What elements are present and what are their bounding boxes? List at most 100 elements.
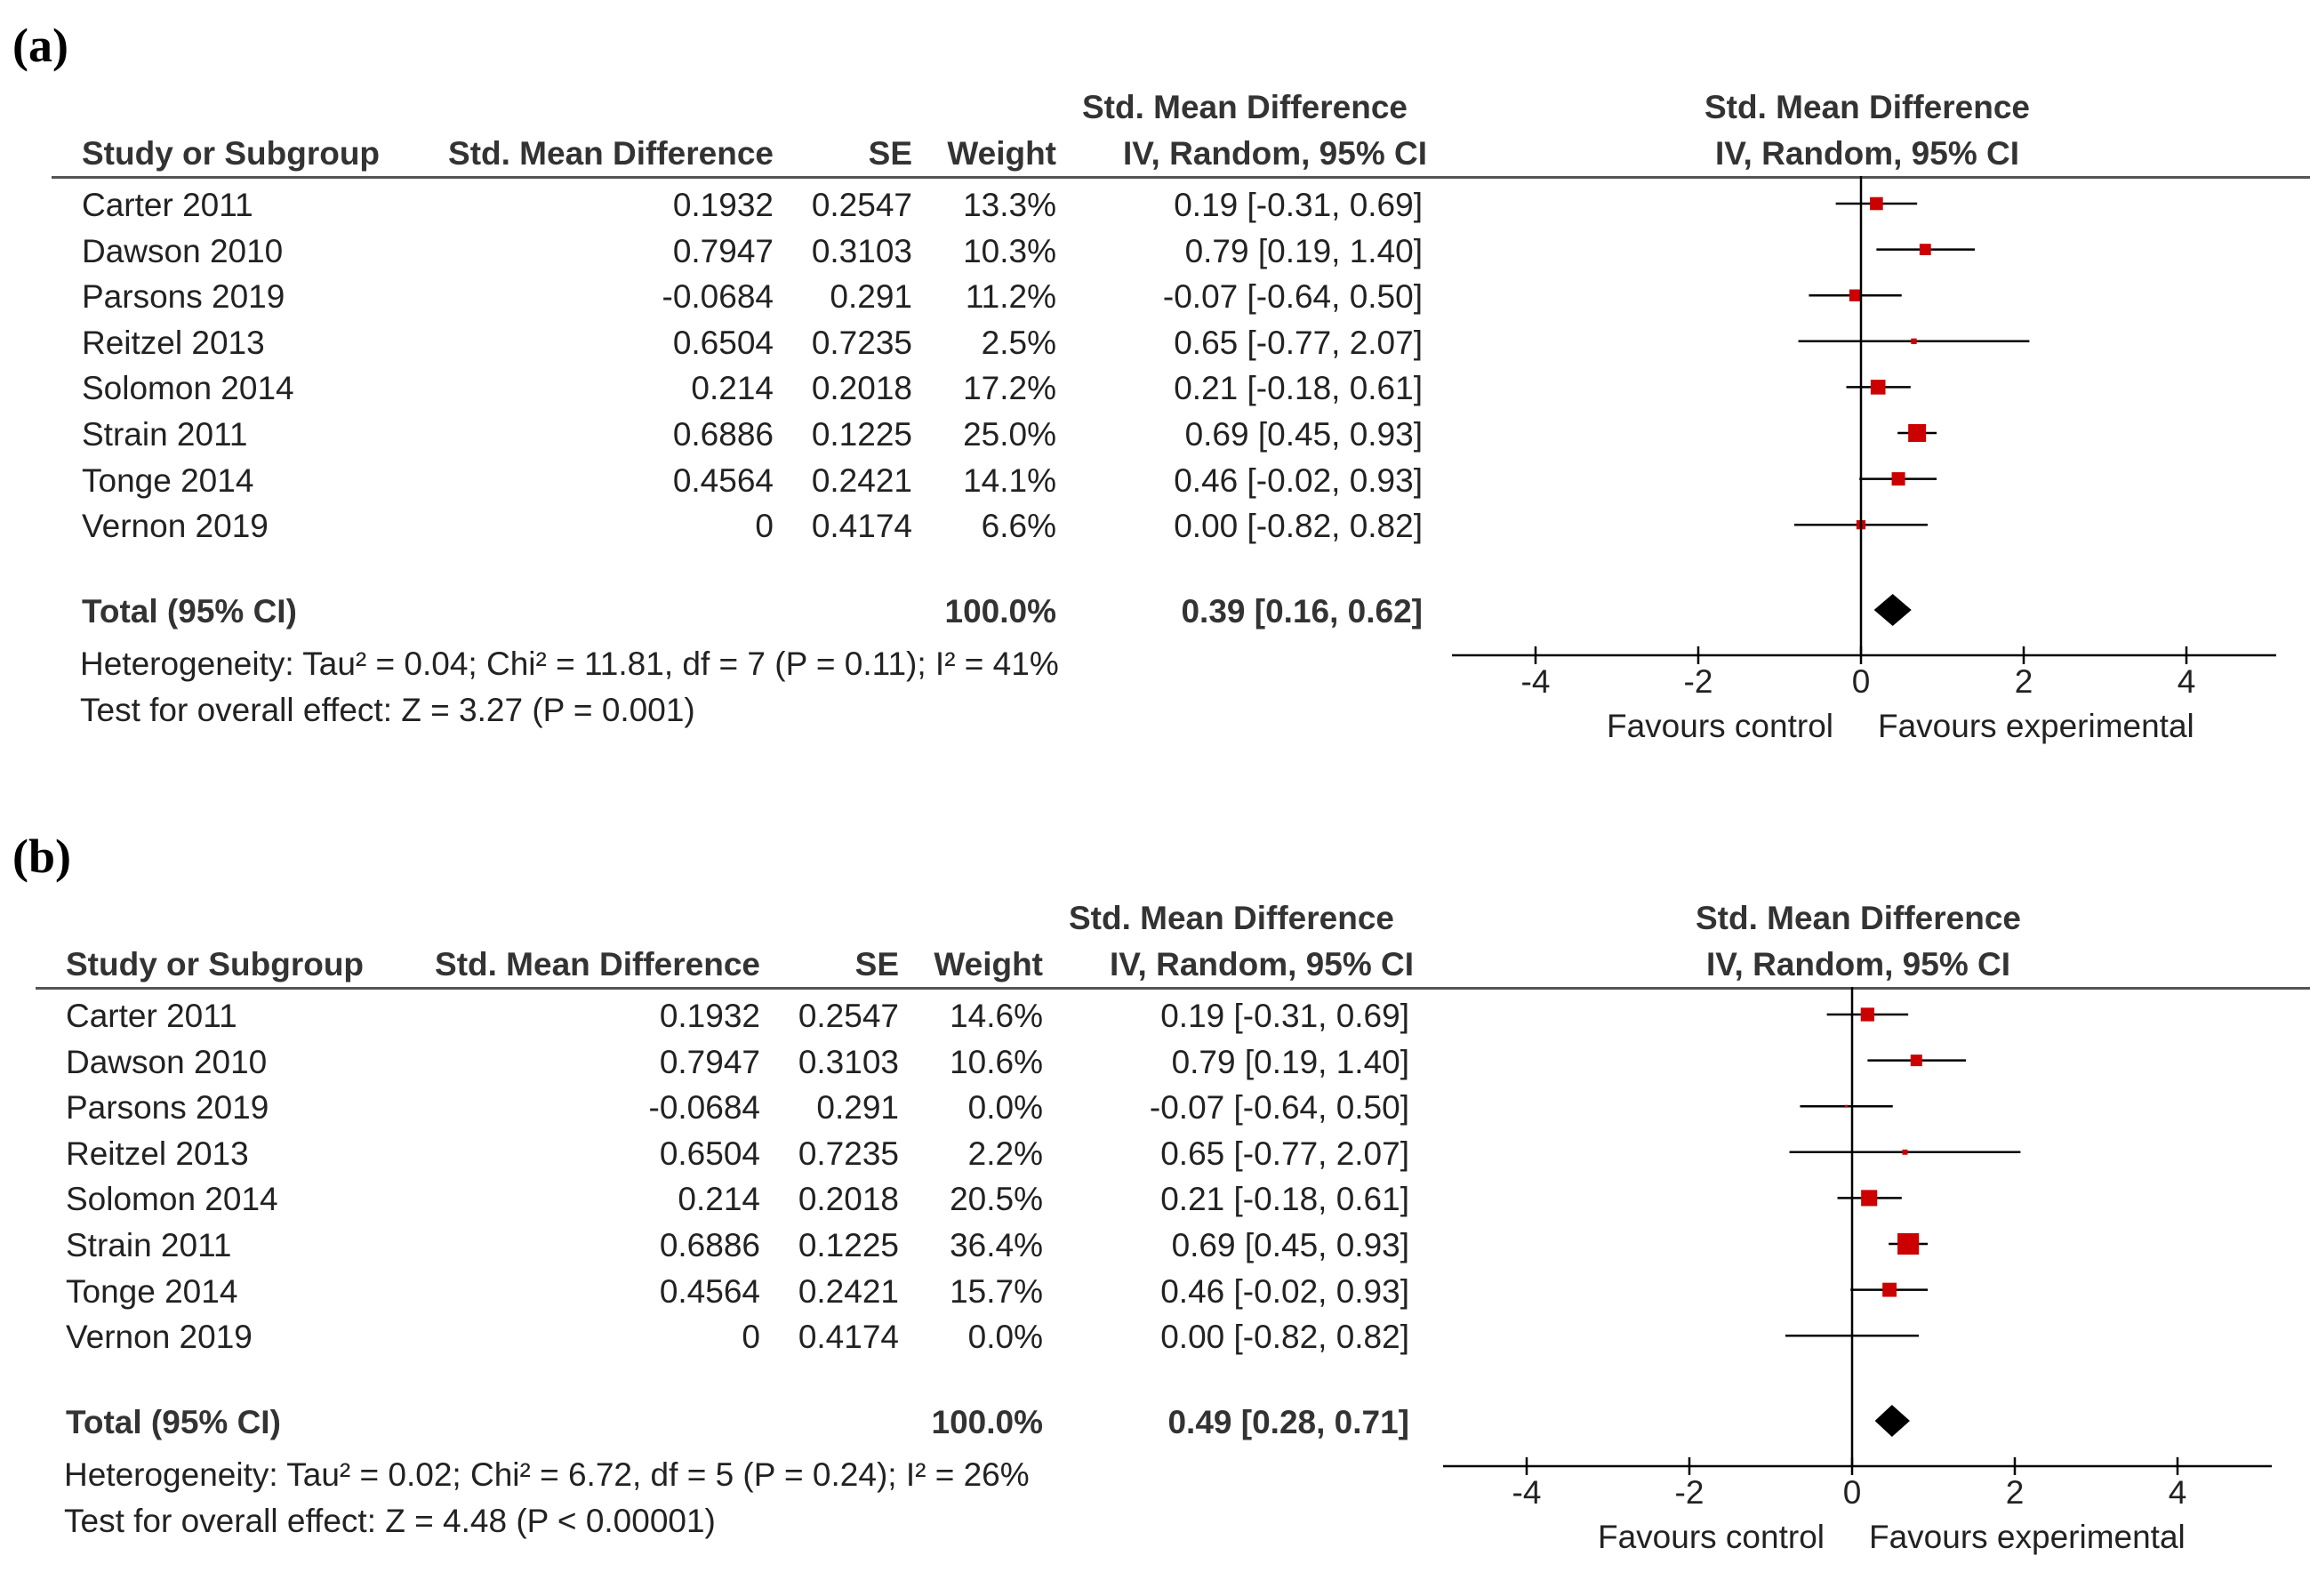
ci-value: 0.19 [-0.31, 0.69] xyxy=(1160,998,1409,1034)
x-tick-label: -2 xyxy=(1684,663,1713,700)
point-estimate-marker xyxy=(1897,1232,1920,1255)
total-ci: 0.39 [0.16, 0.62] xyxy=(1181,593,1423,630)
study-name: Solomon 2014 xyxy=(82,370,294,407)
smd-value: 0.6504 xyxy=(659,1135,760,1172)
point-estimate-marker xyxy=(1891,472,1905,486)
study-name: Tonge 2014 xyxy=(82,461,254,499)
study-name: Parsons 2019 xyxy=(82,278,285,316)
point-estimate-marker xyxy=(1919,244,1931,256)
smd-value: 0.6504 xyxy=(672,324,774,361)
weight-value: 10.6% xyxy=(950,1043,1043,1080)
x-tick-label: 4 xyxy=(2178,663,2196,700)
smd-value: 0.6886 xyxy=(672,416,774,453)
point-estimate-marker xyxy=(1870,196,1883,211)
ci-value: 0.79 [0.19, 1.40] xyxy=(1171,1043,1409,1080)
ci-value: 0.21 [-0.18, 0.61] xyxy=(1174,370,1423,407)
favours-experimental-label: Favours experimental xyxy=(1869,1519,2186,1555)
ci-value: 0.21 [-0.18, 0.61] xyxy=(1160,1181,1409,1218)
weight-value: 0.0% xyxy=(967,1319,1043,1356)
total-diamond xyxy=(1873,594,1912,626)
weight-value: 17.2% xyxy=(963,370,1056,407)
weight-value: 14.6% xyxy=(950,998,1043,1034)
smd-value: 0 xyxy=(755,508,774,545)
se-value: 0.1225 xyxy=(811,416,912,453)
forest-plot-b: (b) Std. Mean Difference Std. Mean Diffe… xyxy=(0,811,2318,1596)
smd-value: 0.4564 xyxy=(659,1272,760,1310)
panel-label: (a) xyxy=(12,19,68,72)
x-tick-label: 2 xyxy=(2006,1474,2025,1511)
se-value: 0.4174 xyxy=(798,1319,899,1356)
study-name: Reitzel 2013 xyxy=(82,324,265,361)
ci-value: -0.07 [-0.64, 0.50] xyxy=(1162,278,1423,316)
ci-value: 0.69 [0.45, 0.93] xyxy=(1171,1227,1409,1263)
ci-value: 0.46 [-0.02, 0.93] xyxy=(1160,1272,1409,1310)
panel-label: (b) xyxy=(12,830,71,883)
study-name: Strain 2011 xyxy=(66,1227,232,1263)
x-tick-label: -2 xyxy=(1675,1474,1704,1511)
total-diamond xyxy=(1874,1405,1910,1437)
study-name: Solomon 2014 xyxy=(66,1181,278,1218)
smd-value: -0.0684 xyxy=(662,278,774,316)
smd-column-header: Std. Mean Difference xyxy=(435,946,760,982)
total-weight: 100.0% xyxy=(944,593,1057,630)
plot-header-bottom: IV, Random, 95% CI xyxy=(1705,946,2010,982)
se-value: 0.291 xyxy=(830,278,912,316)
weight-column-header: Weight xyxy=(934,946,1043,982)
ci-header-top: Std. Mean Difference xyxy=(1082,89,1408,125)
study-name: Tonge 2014 xyxy=(66,1272,238,1310)
point-estimate-marker xyxy=(1910,1055,1922,1067)
study-name: Dawson 2010 xyxy=(82,232,284,269)
smd-value: 0.1932 xyxy=(672,187,774,223)
study-column-header: Study or Subgroup xyxy=(66,946,365,982)
weight-value: 15.7% xyxy=(950,1272,1043,1310)
ci-value: 0.69 [0.45, 0.93] xyxy=(1184,416,1423,453)
point-estimate-marker xyxy=(1882,1282,1897,1297)
header-rule xyxy=(52,176,2310,179)
weight-value: 0.0% xyxy=(967,1089,1043,1127)
smd-value: -0.0684 xyxy=(648,1089,761,1127)
favours-experimental-label: Favours experimental xyxy=(1878,708,2194,744)
ci-value: 0.00 [-0.82, 0.82] xyxy=(1160,1319,1409,1356)
forest-plot-a: (a) Std. Mean Difference Std. Mean Diffe… xyxy=(0,0,2318,785)
smd-value: 0.214 xyxy=(691,370,774,407)
se-value: 0.3103 xyxy=(798,1043,899,1080)
weight-value: 2.5% xyxy=(981,324,1056,361)
x-tick-label: 2 xyxy=(2015,663,2033,700)
x-tick-label: 0 xyxy=(1852,663,1871,700)
study-name: Vernon 2019 xyxy=(66,1319,253,1356)
plot-header-top: Std. Mean Difference xyxy=(1704,89,2030,125)
overall-effect-text: Test for overall effect: Z = 4.48 (P < 0… xyxy=(64,1503,716,1539)
heterogeneity-text: Heterogeneity: Tau² = 0.04; Chi² = 11.81… xyxy=(80,646,1059,682)
weight-value: 2.2% xyxy=(967,1135,1043,1172)
smd-column-header: Std. Mean Difference xyxy=(448,135,774,172)
study-name: Dawson 2010 xyxy=(66,1043,268,1080)
se-value: 0.7235 xyxy=(798,1135,899,1172)
smd-value: 0.214 xyxy=(678,1181,760,1218)
ci-value: 0.79 [0.19, 1.40] xyxy=(1184,232,1423,269)
se-value: 0.291 xyxy=(816,1089,899,1127)
se-value: 0.1225 xyxy=(798,1227,899,1263)
total-label: Total (95% CI) xyxy=(82,593,297,630)
x-tick-label: -4 xyxy=(1521,663,1551,700)
weight-value: 25.0% xyxy=(963,416,1056,453)
weight-value: 20.5% xyxy=(950,1181,1043,1218)
point-estimate-marker xyxy=(1860,1007,1875,1022)
se-value: 0.2421 xyxy=(811,461,912,499)
weight-value: 11.2% xyxy=(965,278,1056,316)
forest-plot-area: -4 -2 0 2 4 xyxy=(1452,176,2276,700)
heterogeneity-text: Heterogeneity: Tau² = 0.02; Chi² = 6.72,… xyxy=(64,1456,1030,1493)
favours-control-label: Favours control xyxy=(1607,708,1833,744)
ci-header-bottom: IV, Random, 95% CI xyxy=(1109,946,1414,982)
ci-header-bottom: IV, Random, 95% CI xyxy=(1122,135,1427,172)
point-estimate-marker xyxy=(1911,338,1917,344)
x-tick-label: 4 xyxy=(2169,1474,2187,1511)
se-value: 0.3103 xyxy=(811,232,912,269)
se-value: 0.2547 xyxy=(798,998,899,1034)
se-value: 0.2018 xyxy=(798,1181,899,1218)
ci-value: 0.46 [-0.02, 0.93] xyxy=(1174,461,1423,499)
study-name: Strain 2011 xyxy=(82,416,248,453)
se-value: 0.2421 xyxy=(798,1272,899,1310)
weight-value: 10.3% xyxy=(963,232,1056,269)
ci-header-top: Std. Mean Difference xyxy=(1069,900,1394,936)
study-name: Carter 2011 xyxy=(66,998,237,1034)
